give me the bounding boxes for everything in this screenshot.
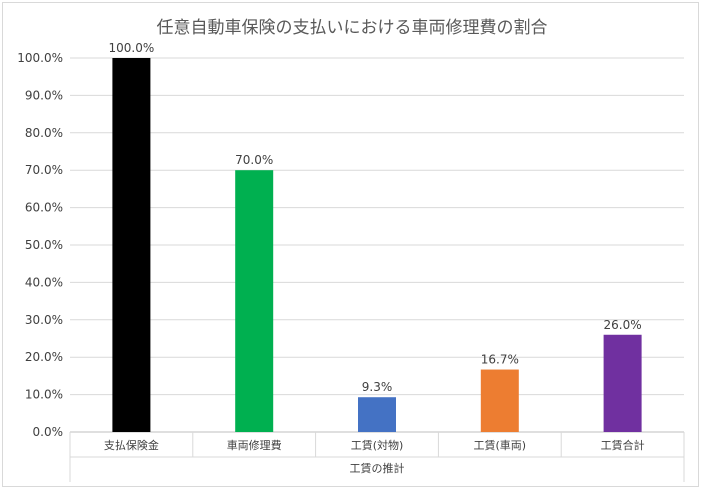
gridlines (69, 57, 685, 482)
bar (112, 58, 151, 432)
x-tick-label: 車両修理費 (227, 438, 282, 452)
y-axis-tick-labels: 0.0% 10.0% 20.0% 30.0% 40.0% 50.0% 60.0% 70.0% 8… (17, 51, 63, 439)
chart-title: 任意自動車保険の支払いにおける車両修理費の割合 (157, 18, 548, 38)
y-tick-label: 20.0% (25, 350, 63, 364)
x-tick-label: 支払保険金 (104, 438, 159, 452)
data-label: 26.0% (604, 318, 642, 332)
y-tick-label: 70.0% (25, 163, 63, 177)
x-tick-label: 工賃(車両) (474, 438, 527, 452)
bars (112, 58, 642, 432)
x-tick-label: 工賃合計 (601, 438, 645, 452)
data-label: 100.0% (109, 41, 155, 55)
bar (480, 369, 519, 432)
y-tick-label: 50.0% (25, 238, 63, 252)
x-axis-title: 工賃の推計 (350, 461, 405, 475)
data-label: 70.0% (235, 153, 273, 167)
data-labels: 100.0% 70.0% 9.3% 16.7% 26.0% (109, 41, 642, 394)
bar (235, 170, 274, 432)
x-tick-label: 工賃(対物) (351, 438, 404, 452)
data-label: 9.3% (362, 380, 393, 394)
y-tick-label: 40.0% (25, 275, 63, 289)
y-tick-label: 60.0% (25, 201, 63, 215)
y-tick-label: 90.0% (25, 88, 63, 102)
y-tick-label: 100.0% (17, 51, 63, 65)
data-label: 16.7% (481, 353, 519, 367)
x-axis-tick-labels: 支払保険金 車両修理費 工賃(対物) 工賃(車両) 工賃合計 (104, 438, 645, 452)
y-tick-label: 10.0% (25, 388, 63, 402)
bar (603, 334, 642, 432)
y-tick-label: 30.0% (25, 313, 63, 327)
y-tick-label: 0.0% (33, 425, 64, 439)
bar (358, 397, 396, 432)
y-tick-label: 80.0% (25, 126, 63, 140)
